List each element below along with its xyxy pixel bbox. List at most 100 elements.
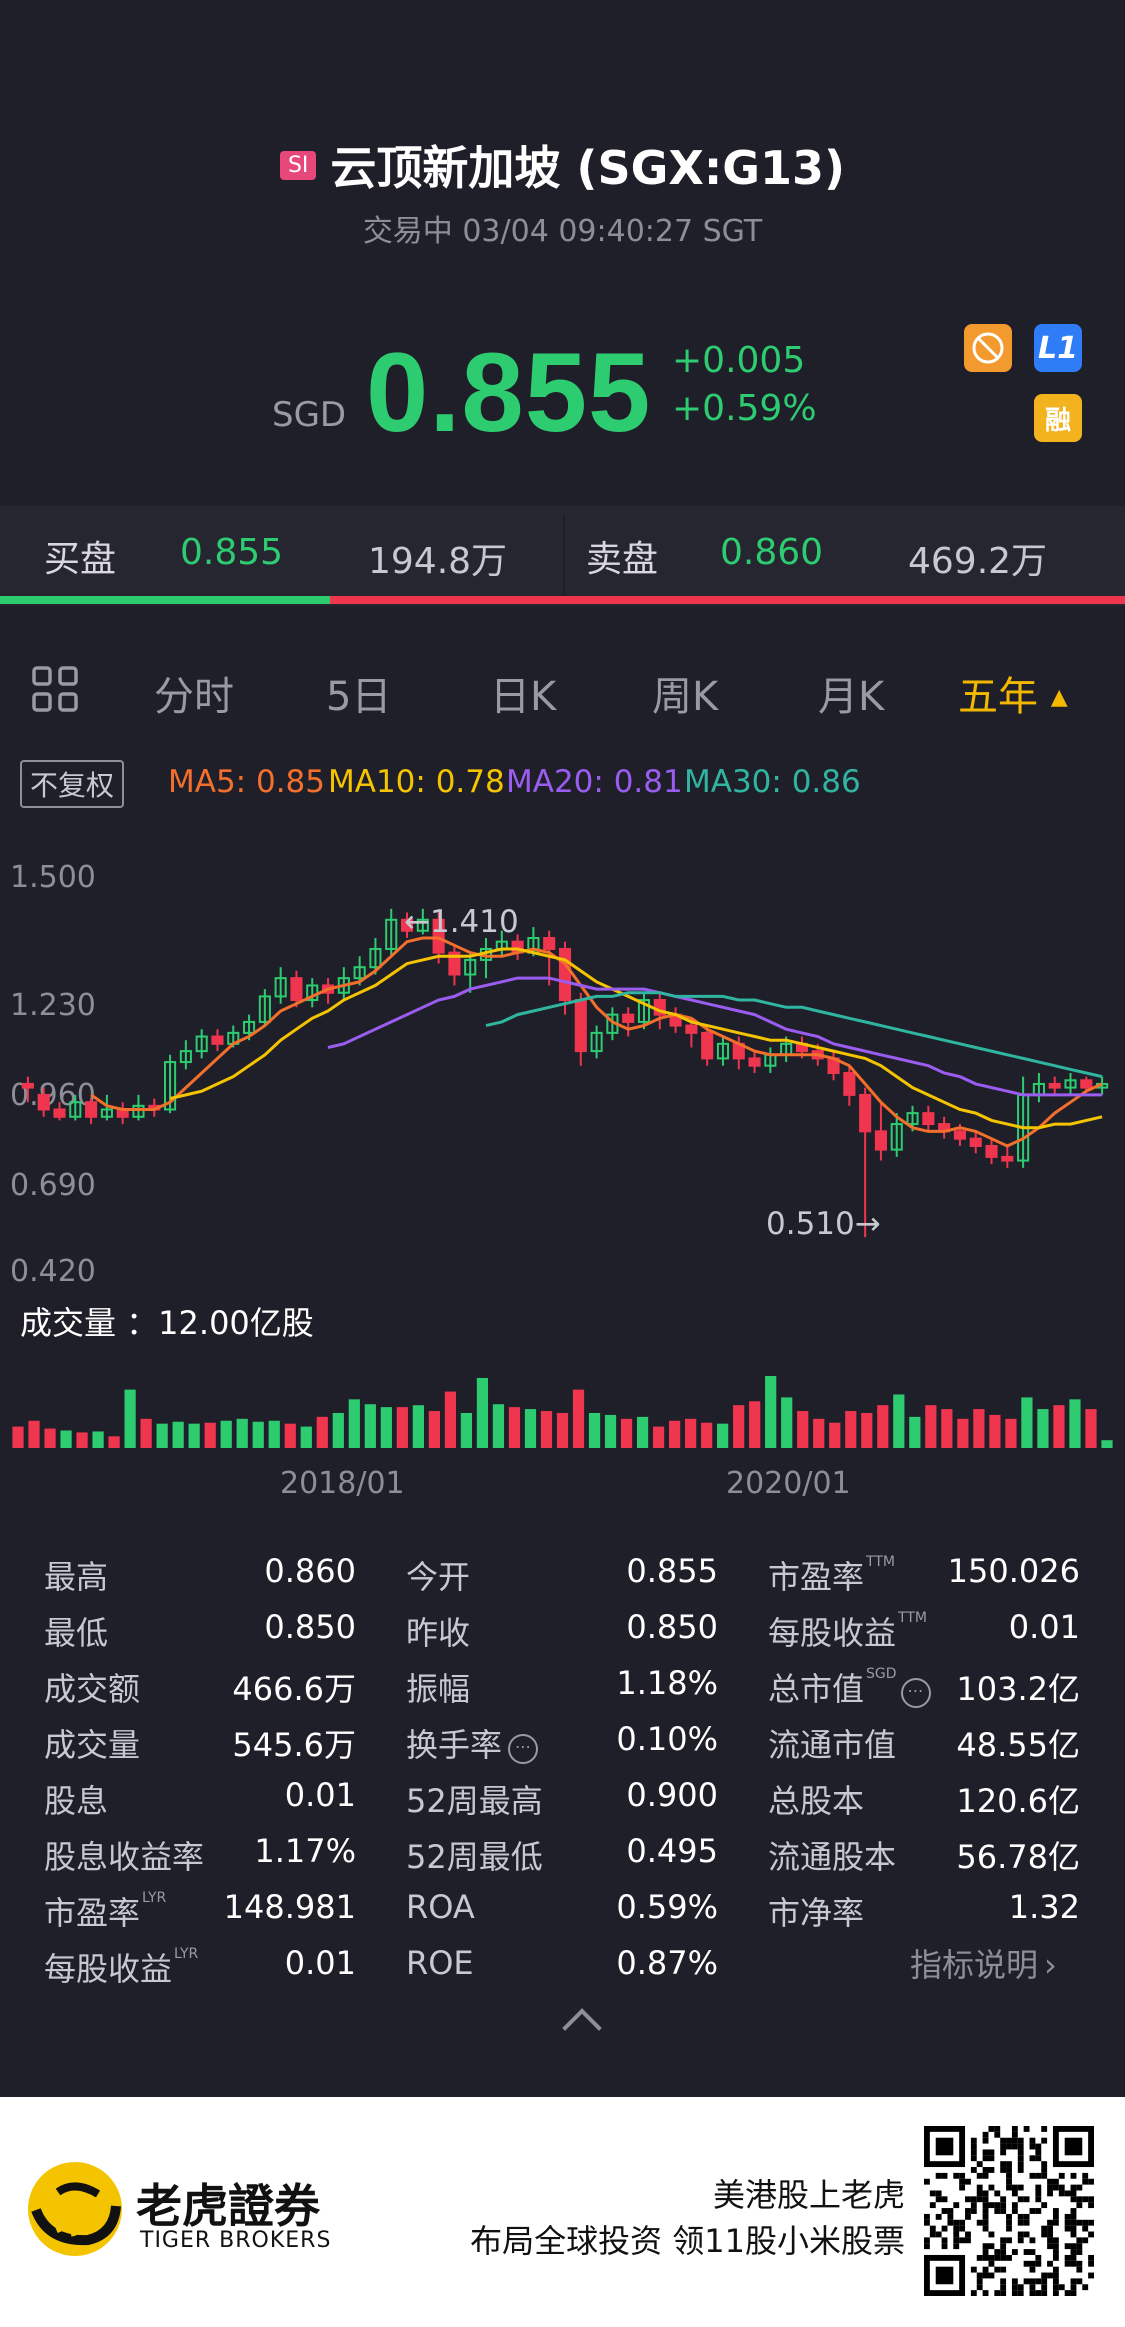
tiger-logo-icon	[28, 2162, 122, 2256]
volume-bar	[492, 1404, 505, 1448]
volume-bar	[76, 1432, 88, 1448]
volume-bar	[1101, 1440, 1113, 1448]
ma10-line	[169, 947, 1103, 1130]
stat-label: 振幅	[406, 1664, 470, 1710]
info-icon[interactable]: ⋯	[900, 1678, 931, 1708]
ask-size: 469.2万	[908, 541, 1048, 582]
stat-value: 0.87%	[616, 1944, 718, 1982]
promo-line-1: 美港股上老虎	[712, 2176, 905, 2214]
stat-label: 52周最高	[406, 1776, 543, 1822]
stat-label: 股息	[44, 1776, 108, 1822]
volume-bar	[332, 1412, 344, 1448]
stat-label: 成交额	[44, 1664, 140, 1710]
stat-label-text: 最低	[44, 1614, 109, 1652]
indicator-explain-link[interactable]: 指标说明 ›	[910, 1940, 1057, 1986]
stat-value: 150.026	[947, 1552, 1080, 1590]
tab-five-year[interactable]: 五年 ▲	[958, 664, 1068, 722]
volume-bar	[60, 1430, 72, 1448]
volume-bar	[957, 1418, 969, 1448]
stat-value: 0.01	[284, 1776, 356, 1814]
bid-price: 0.855	[180, 532, 284, 573]
stat-value: 120.6亿	[956, 1782, 1080, 1820]
no-short-icon[interactable]	[964, 324, 1012, 372]
brand-name-cn: 老虎證券	[136, 2179, 320, 2233]
volume-bar	[364, 1404, 376, 1448]
y-tick-label: 0.420	[10, 1254, 96, 1289]
tab-intraday[interactable]: 分时	[154, 674, 234, 720]
stat-label-text: 市盈率	[44, 1894, 141, 1932]
y-tick-label: 1.500	[10, 860, 96, 895]
volume-bar	[652, 1426, 665, 1448]
volume-bar	[12, 1426, 24, 1448]
candlestick-chart[interactable]	[0, 860, 1125, 1280]
volume-bar	[797, 1411, 809, 1448]
ask-label: 卖盘	[586, 539, 659, 580]
stat-label-text: 最高	[44, 1558, 109, 1596]
volume-chart[interactable]	[0, 1340, 1125, 1450]
stat-label-text: 每股收益	[768, 1614, 897, 1652]
stat-value: 1.32	[1008, 1888, 1080, 1926]
collapse-chevron-icon[interactable]	[562, 2008, 602, 2048]
candle	[416, 908, 429, 935]
volume-bar	[236, 1418, 248, 1448]
volume-bar	[380, 1407, 392, 1448]
candle	[669, 1007, 682, 1033]
brand-name-en: TIGER BROKERS	[140, 2228, 332, 2253]
stat-label: 每股收益 TTM	[768, 1608, 927, 1654]
volume-bar	[172, 1421, 184, 1448]
volume-bar	[845, 1411, 857, 1448]
stat-value: 466.6万	[232, 1670, 356, 1708]
stat-label-text: 每股收益	[44, 1950, 173, 1988]
candle	[622, 1007, 635, 1037]
stat-label: 每股收益 LYR	[44, 1944, 198, 1990]
candle	[290, 970, 303, 1008]
stat-label-text: 52周最低	[406, 1838, 543, 1876]
tab-daily-k[interactable]: 日K	[490, 674, 557, 720]
candle	[1032, 1073, 1045, 1103]
qr-code-icon	[924, 2126, 1094, 2296]
candle	[922, 1105, 935, 1132]
tab-5day[interactable]: 5日	[326, 674, 392, 720]
stat-label: 今开	[406, 1552, 470, 1598]
stat-label: 昨收	[406, 1608, 470, 1654]
candle	[1080, 1076, 1093, 1092]
bid-size: 194.8万	[368, 541, 508, 582]
price-change-pct: +0.59%	[672, 388, 817, 429]
volume-bar	[92, 1431, 104, 1448]
volume-bar	[556, 1412, 569, 1448]
volume-bar	[140, 1418, 152, 1448]
stat-label: 市盈率 LYR	[44, 1888, 166, 1934]
volume-bar	[1085, 1409, 1097, 1448]
level1-badge[interactable]: L1	[1034, 324, 1082, 372]
stat-label: 股息收益率	[44, 1832, 204, 1878]
info-icon[interactable]: ⋯	[508, 1734, 539, 1764]
stat-label: 52周最低	[406, 1832, 543, 1878]
exchange-badge: SI	[279, 151, 317, 180]
margin-badge[interactable]: 融	[1034, 394, 1082, 442]
stat-label: 成交量	[44, 1720, 140, 1766]
volume-bar	[396, 1407, 408, 1448]
ma20-line	[327, 976, 1103, 1097]
candle	[132, 1094, 145, 1121]
stat-label-text: 市盈率	[768, 1558, 865, 1596]
ma10-value: MA10: 0.78	[328, 764, 505, 800]
volume-bar	[124, 1389, 136, 1448]
last-price: 0.855	[366, 330, 652, 455]
candle	[53, 1102, 66, 1121]
stat-label-text: 总市值	[768, 1670, 865, 1708]
stock-title: 云顶新加坡 (SGX:G13)	[330, 141, 846, 195]
volume-bar	[909, 1416, 921, 1448]
volume-bar	[268, 1420, 280, 1448]
candle	[590, 1025, 603, 1059]
candle	[716, 1036, 730, 1066]
trading-status: 交易中 03/04 09:40:27 SGT	[362, 214, 763, 249]
volume-bar	[300, 1426, 312, 1448]
grid-menu-icon[interactable]	[30, 664, 80, 718]
ma30-line	[485, 991, 1103, 1079]
tab-five-year-label: 五年	[958, 674, 1038, 720]
candle	[274, 967, 287, 1004]
adjust-toggle[interactable]: 不复权	[20, 760, 125, 808]
explain-label: 指标说明	[910, 1946, 1039, 1984]
tab-monthly-k[interactable]: 月K	[818, 674, 885, 720]
tab-weekly-k[interactable]: 周K	[652, 674, 719, 720]
